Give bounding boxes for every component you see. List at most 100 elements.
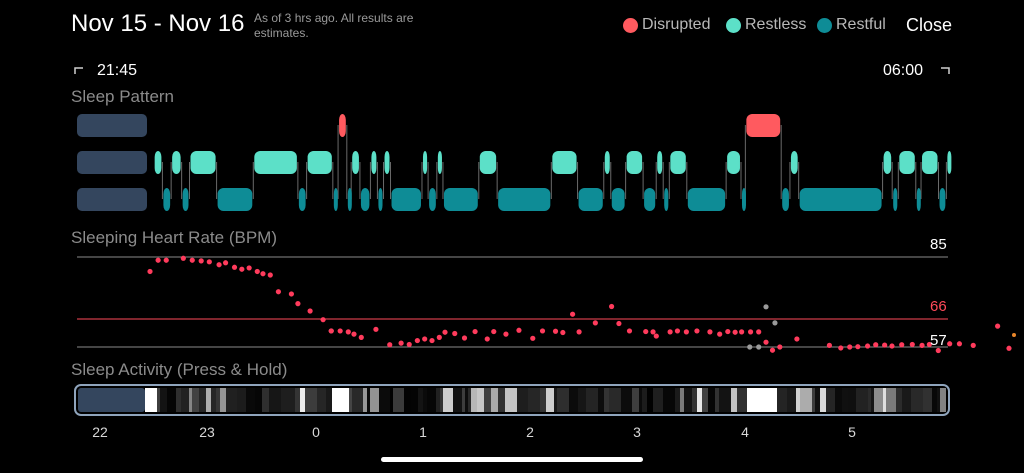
hr-point	[163, 257, 169, 263]
activity-stripe	[747, 388, 755, 412]
hr-point	[926, 341, 932, 348]
activity-stripe	[856, 388, 865, 412]
activity-stripe	[923, 388, 932, 412]
pattern-segment-restful	[611, 188, 625, 211]
hour-label: 22	[92, 424, 108, 440]
activity-stripe	[517, 388, 528, 412]
restful-row-label	[77, 188, 147, 211]
activity-stripe	[815, 388, 820, 412]
activity-stripe	[586, 388, 598, 412]
hr-point	[763, 339, 769, 345]
hr-point	[267, 272, 273, 278]
hr-point	[855, 344, 861, 350]
pattern-segment-restless	[657, 151, 663, 174]
activity-stripe	[632, 388, 639, 412]
hr-point	[609, 303, 615, 310]
pattern-segment-restful	[498, 188, 551, 211]
hour-label: 0	[312, 424, 320, 440]
activity-stripe	[443, 388, 453, 412]
hr-point	[198, 258, 204, 264]
hr-point	[239, 266, 245, 272]
hr-point	[288, 291, 295, 297]
activity-stripe	[663, 388, 675, 412]
hr-point	[275, 289, 282, 295]
activity-stripe	[937, 388, 940, 412]
hr-point	[307, 308, 313, 314]
activity-stripe	[773, 388, 777, 412]
pattern-segment-restless	[552, 151, 577, 174]
activity-stripe	[842, 388, 848, 412]
activity-stripe	[211, 388, 216, 412]
hr-point	[387, 342, 393, 348]
hr-point	[147, 268, 153, 275]
activity-stripe	[719, 388, 731, 412]
hour-label: 3	[633, 424, 641, 440]
activity-stripe	[189, 388, 192, 412]
pattern-segment-restless	[899, 151, 915, 174]
close-button[interactable]: Close	[906, 15, 953, 35]
activity-stripe	[352, 388, 363, 412]
sleep-activity-bar[interactable]	[74, 384, 950, 416]
heart-rate-chart[interactable]	[147, 255, 1012, 354]
legend-label: Restful	[836, 16, 886, 33]
activity-stripe	[528, 388, 540, 412]
activity-stripe	[471, 388, 477, 412]
end-time: 06:00	[883, 62, 924, 79]
activity-stripe	[390, 388, 393, 412]
pattern-segment-restful	[298, 188, 306, 211]
hr-point	[452, 330, 458, 337]
activity-stripe	[246, 388, 255, 412]
pattern-segment-restless	[790, 151, 798, 174]
pattern-segment-restless	[437, 151, 442, 174]
pattern-segment-restful	[664, 188, 669, 211]
hr-point	[246, 265, 252, 271]
pattern-segment-restful	[182, 188, 189, 211]
sleep-pattern-chart[interactable]	[77, 114, 952, 211]
pattern-segment-restful	[347, 188, 352, 211]
hr-point	[442, 329, 448, 335]
activity-stripe	[554, 388, 557, 412]
activity-stripe	[167, 388, 176, 412]
activity-stripe	[363, 388, 367, 412]
activity-stripe	[653, 388, 663, 412]
hr-point	[889, 343, 895, 349]
activity-stripe	[708, 388, 715, 412]
hr-point	[777, 344, 783, 350]
hr-point	[653, 333, 659, 339]
activity-stripe	[349, 388, 352, 412]
hr-point	[337, 328, 343, 334]
hr-point	[231, 264, 238, 270]
activity-stripe	[684, 388, 692, 412]
activity-stripe	[237, 388, 246, 412]
hr-gray-point	[747, 344, 753, 350]
activity-stripe	[255, 388, 262, 412]
hr-point	[935, 347, 941, 354]
pattern-segment-restful	[578, 188, 603, 211]
pattern-segment-restless	[922, 151, 938, 174]
home-indicator[interactable]	[381, 457, 643, 462]
hr-point	[552, 328, 559, 334]
hr-point	[947, 341, 953, 347]
activity-stripe	[326, 388, 332, 412]
activity-stripe	[737, 388, 747, 412]
hr-point	[406, 341, 412, 348]
activity-stripe	[715, 388, 719, 412]
hr-point	[422, 336, 428, 342]
hr-point	[739, 329, 745, 335]
hr-point	[864, 343, 871, 349]
activity-stripe	[295, 388, 300, 412]
pattern-segment-restful	[799, 188, 882, 211]
activity-stripe	[427, 388, 436, 412]
hr-point	[461, 335, 468, 341]
activity-stripe	[896, 388, 902, 412]
hr-point	[747, 329, 754, 335]
activity-stripe	[181, 388, 189, 412]
hr-point	[683, 329, 689, 335]
hr-gray-point	[763, 304, 769, 310]
pattern-segment-restful	[217, 188, 253, 211]
hr-point	[847, 344, 853, 350]
hr-point	[414, 337, 420, 344]
activity-stripe	[883, 388, 886, 412]
hr-point	[769, 347, 776, 353]
